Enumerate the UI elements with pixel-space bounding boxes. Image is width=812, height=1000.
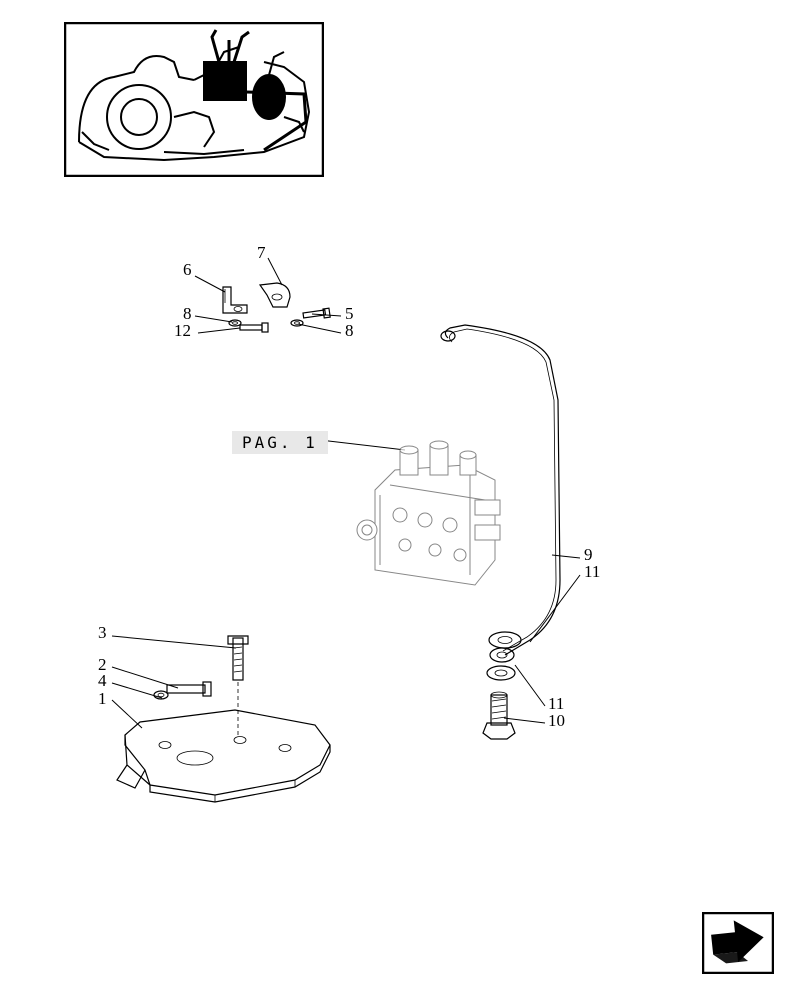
callout-10: 10 — [548, 711, 565, 731]
callout-12: 12 — [174, 321, 191, 341]
banjo-fitting — [465, 625, 545, 745]
callout-6: 6 — [183, 260, 192, 280]
callout-1: 1 — [98, 689, 107, 709]
bracket-assembly — [205, 275, 355, 355]
page-reference: PAG. 1 — [232, 431, 328, 454]
page-reference-text: PAG. 1 — [242, 433, 318, 452]
nav-arrow-icon[interactable] — [702, 912, 774, 974]
callout-4: 4 — [98, 671, 107, 691]
callout-7: 7 — [257, 243, 266, 263]
callout-3: 3 — [98, 623, 107, 643]
callout-11-upper: 11 — [584, 562, 600, 582]
mounting-plate — [95, 630, 355, 820]
callout-8-right: 8 — [345, 321, 354, 341]
